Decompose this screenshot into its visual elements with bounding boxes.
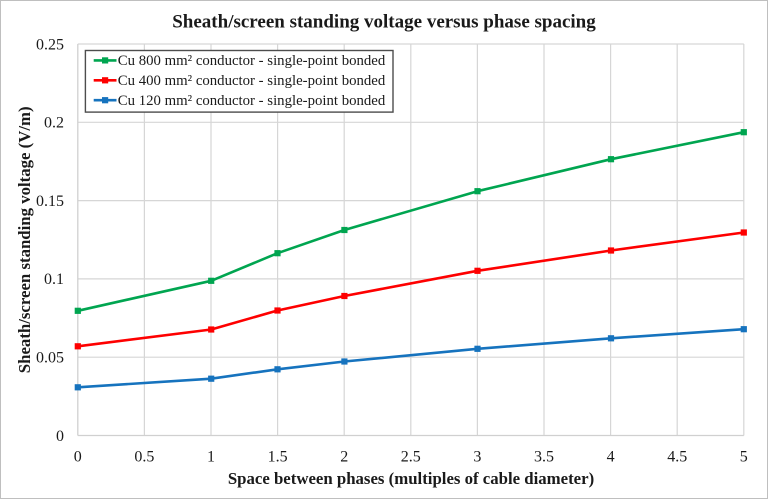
svg-text:Sheath/screen standing voltage: Sheath/screen standing voltage versus ph…	[172, 12, 596, 33]
svg-text:Cu 400 mm² conductor - single-: Cu 400 mm² conductor - single-point bond…	[118, 73, 386, 89]
svg-text:4: 4	[607, 448, 615, 465]
svg-text:Space between phases (multiple: Space between phases (multiples of cable…	[228, 469, 594, 488]
svg-text:0.25: 0.25	[36, 36, 64, 53]
svg-text:2: 2	[340, 448, 348, 465]
svg-text:4.5: 4.5	[667, 448, 687, 465]
svg-text:3: 3	[473, 448, 481, 465]
svg-text:1: 1	[207, 448, 215, 465]
svg-text:0.05: 0.05	[36, 350, 64, 367]
svg-text:1.5: 1.5	[268, 448, 288, 465]
svg-text:0: 0	[56, 428, 64, 445]
svg-text:0: 0	[74, 448, 82, 465]
svg-text:0.5: 0.5	[134, 448, 154, 465]
svg-text:0.15: 0.15	[36, 193, 64, 210]
svg-text:3.5: 3.5	[534, 448, 554, 465]
svg-text:2.5: 2.5	[401, 448, 421, 465]
svg-text:0.2: 0.2	[44, 115, 64, 132]
svg-text:5: 5	[740, 448, 748, 465]
svg-text:0.1: 0.1	[44, 271, 64, 288]
svg-text:Cu 800 mm² conductor - single-: Cu 800 mm² conductor - single-point bond…	[118, 53, 386, 69]
svg-text:Sheath/screen standing voltage: Sheath/screen standing voltage (V/m)	[15, 106, 34, 373]
svg-text:Cu 120 mm² conductor - single-: Cu 120 mm² conductor - single-point bond…	[118, 93, 386, 109]
